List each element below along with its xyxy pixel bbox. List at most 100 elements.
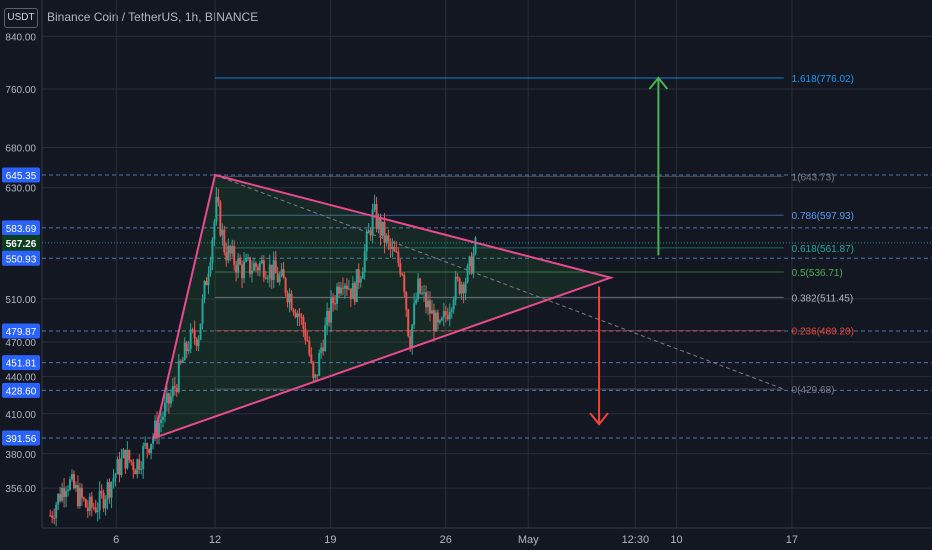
candle-body — [347, 288, 350, 290]
y-tick-label: 630.00 — [5, 184, 36, 195]
candle-body — [343, 285, 346, 289]
candle-body — [118, 459, 121, 476]
candle-body — [468, 256, 471, 266]
candle-body — [458, 278, 461, 294]
candle-body — [126, 450, 129, 469]
candle-body — [70, 474, 73, 480]
candle-body — [276, 273, 279, 283]
candle-body — [165, 393, 168, 403]
candle-body — [314, 374, 317, 378]
x-tick-label: 6 — [113, 534, 119, 546]
candle-body — [266, 278, 269, 280]
price-badge-label: 583.69 — [6, 224, 37, 235]
candle-body — [252, 263, 255, 271]
fib-level-label: 1.618(776.02) — [792, 74, 854, 85]
candle-body — [130, 460, 133, 462]
candle-body — [80, 487, 83, 498]
candle-body — [423, 292, 426, 294]
candle-body — [154, 420, 157, 437]
candle-body — [74, 485, 77, 489]
candle-body — [274, 260, 277, 274]
price-badge — [2, 382, 40, 398]
candle-body — [193, 329, 196, 339]
candle-body — [189, 329, 192, 349]
candle-body — [128, 450, 131, 461]
candle-body — [334, 303, 337, 305]
candle-body — [282, 269, 285, 279]
y-tick-label: 440.00 — [5, 373, 36, 384]
candle-body — [161, 416, 164, 420]
candle-body — [84, 499, 87, 508]
y-tick-label: 470.00 — [5, 338, 36, 349]
candle-body — [426, 300, 429, 308]
candle-body — [59, 493, 62, 501]
triangle-fill — [154, 175, 611, 438]
candle-body — [369, 230, 372, 236]
candle-body — [442, 311, 445, 318]
candle-body — [326, 310, 329, 326]
y-tick-label: 510.00 — [5, 295, 36, 306]
candle-body — [183, 342, 186, 361]
candle-body — [248, 257, 251, 274]
candle-body — [90, 496, 93, 508]
candle-body — [98, 490, 101, 511]
candle-body — [341, 287, 344, 289]
fib-level-label: 0.618(561.87) — [792, 244, 854, 255]
x-tick-label: 10 — [670, 534, 682, 546]
candle-body — [195, 338, 198, 346]
candle-body — [454, 276, 457, 300]
price-badge-label: 428.60 — [6, 386, 37, 397]
candle-body — [474, 237, 477, 254]
candle-body — [122, 449, 125, 458]
candle-body — [472, 253, 475, 274]
candle-body — [391, 246, 394, 250]
candle-body — [436, 312, 439, 323]
candle-body — [322, 347, 325, 351]
candle-body — [124, 449, 127, 469]
triangle-outline — [152, 173, 615, 440]
candle-body — [258, 263, 261, 271]
price-badge-label: 550.93 — [6, 254, 37, 265]
x-tick-label: 19 — [324, 534, 336, 546]
price-badge-label: 645.35 — [6, 171, 37, 182]
chart-title: Binance Coin / TetherUS, 1h, BINANCE — [47, 10, 259, 24]
candle-body — [438, 320, 441, 323]
candle-body — [393, 246, 396, 252]
candle-body — [395, 251, 398, 253]
candle-body — [262, 260, 265, 278]
candle-body — [227, 245, 230, 261]
candle-body — [280, 269, 283, 276]
y-tick-label: 410.00 — [5, 410, 36, 421]
candle-body — [106, 481, 109, 500]
candle-body — [337, 286, 340, 294]
candle-body — [464, 281, 467, 294]
candle-body — [417, 278, 420, 300]
candle-body — [142, 446, 145, 469]
candle-body — [332, 297, 335, 304]
candle-body — [349, 288, 352, 299]
candle-body — [359, 278, 362, 283]
candle-body — [55, 504, 58, 518]
candle-body — [76, 485, 79, 507]
candle-body — [401, 274, 404, 276]
y-tick-label: 380.00 — [5, 450, 36, 461]
candle-body — [462, 284, 465, 294]
candle-body — [152, 436, 155, 444]
candle-body — [318, 352, 321, 376]
candle-body — [243, 261, 246, 279]
candle-body — [181, 360, 184, 363]
candle-body — [411, 324, 414, 349]
candle-body — [264, 277, 267, 279]
candle-body — [298, 313, 301, 317]
candle-body — [405, 292, 408, 310]
candle-body — [432, 310, 435, 332]
currency-button[interactable]: USDT — [4, 8, 38, 28]
candle-body — [330, 297, 333, 323]
candle-body — [241, 264, 244, 279]
candle-body — [221, 229, 224, 236]
candle-body — [302, 317, 305, 329]
candle-body — [140, 468, 143, 470]
candle-body — [63, 487, 66, 498]
candle-body — [361, 272, 364, 279]
